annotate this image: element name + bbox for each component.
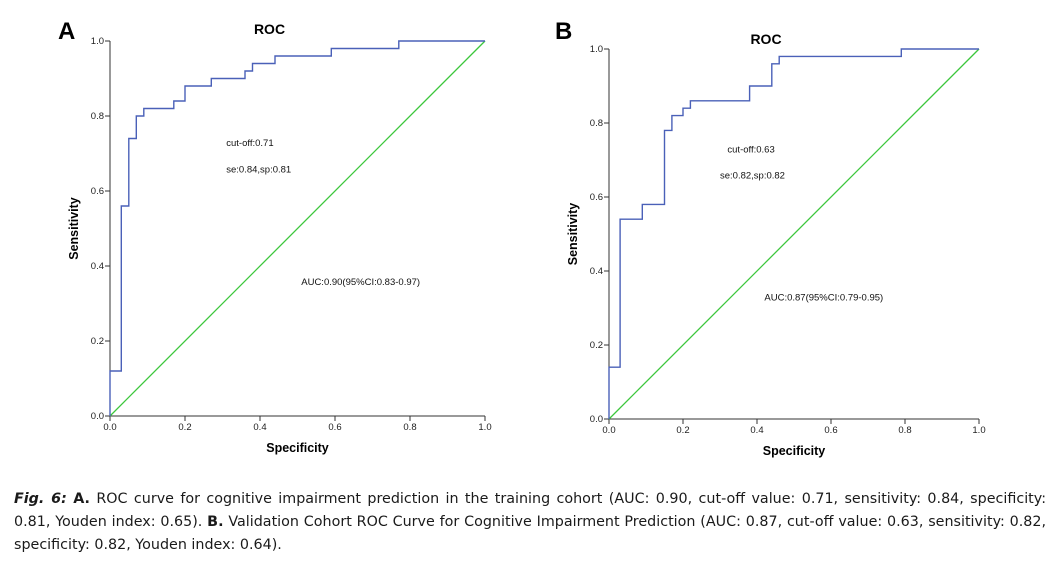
chart-a-x-tick-label: 0.8 [403, 422, 416, 433]
chart-b-roc-curve [608, 48, 979, 419]
chart-b-y-tick-label: 0.0 [590, 414, 603, 425]
chart-a-y-tick-label: 0.4 [91, 261, 104, 272]
chart-a-y-tick-label: 0.6 [91, 186, 104, 197]
chart-b-x-tick-label: 0.6 [824, 425, 837, 436]
chart-b-y-tick-label: 0.2 [590, 340, 603, 351]
chart-a-y-tick-label: 0.8 [91, 111, 104, 122]
caption-fig-label: Fig. 6: [14, 491, 67, 507]
chart-b-x-axis-label: Specificity [763, 444, 826, 458]
panel-letter-b: B [555, 18, 572, 45]
chart-a-roc-curve [109, 40, 485, 416]
chart-a-y-tick-label: 0.2 [91, 336, 104, 347]
chart-b-x-tick-label: 0.4 [750, 425, 763, 436]
chart-a-x-tick-label: 1.0 [478, 422, 491, 433]
chart-b-x-tick-label: 1.0 [972, 425, 985, 436]
chart-b-x-tick-label: 0.2 [676, 425, 689, 436]
chart-a-x-tick-label: 0.4 [253, 422, 266, 433]
chart-b-annotation-2: se:0.82,sp:0.82 [720, 171, 785, 182]
figure-caption: Fig. 6: A. ROC curve for cognitive impai… [14, 488, 1046, 557]
chart-a-x-axis-label: Specificity [266, 441, 329, 455]
chart-b-y-tick-label: 0.8 [590, 118, 603, 129]
chart-b-reference-line [608, 48, 980, 420]
chart-b-y-axis-label: Sensitivity [566, 203, 580, 266]
chart-b-annotation-1: cut-off:0.63 [727, 145, 774, 156]
caption-b-label: B. [207, 514, 224, 530]
panel-letter-a: A [58, 18, 75, 45]
chart-b-y-tick-label: 0.4 [590, 266, 603, 277]
chart-a-annotation-1: cut-off:0.71 [226, 138, 273, 149]
chart-a-annotation-3: AUC:0.90(95%CI:0.83-0.97) [301, 277, 420, 288]
chart-a-annotation-2: se:0.84,sp:0.81 [226, 164, 291, 175]
roc-chart-a: A ROC 0.0 0.2 0.4 0.6 0.8 1.0 0.0 0.2 0.4 0.6 0.8 1.… [58, 18, 492, 455]
chart-a-y-tick-label: 1.0 [91, 36, 104, 47]
chart-a-y-tick-label: 0.0 [91, 411, 104, 422]
chart-a-reference-line [109, 40, 486, 417]
chart-b-y-tick-label: 0.6 [590, 192, 603, 203]
chart-b-y-tick-label: 1.0 [590, 44, 603, 55]
chart-a-chart-title: ROC [254, 21, 285, 37]
chart-a-y-axis-label: Sensitivity [67, 197, 81, 260]
caption-a-label: A. [73, 491, 90, 507]
panel-a: A ROC 0.0 0.2 0.4 0.6 0.8 1.0 0.0 0.2 0.4 0.6 0.8 1.… [0, 0, 520, 470]
caption-b-text: Validation Cohort ROC Curve for Cognitiv… [14, 514, 1047, 553]
chart-a-x-tick-label: 0.0 [103, 422, 116, 433]
panel-b: B ROC 0.0 0.2 0.4 0.6 0.8 1.0 0.0 0.2 0.4 0.6 0.8 1.… [525, 0, 1055, 470]
roc-chart-b: B ROC 0.0 0.2 0.4 0.6 0.8 1.0 0.0 0.2 0.4 0.6 0.8 1.… [555, 18, 986, 458]
chart-a-x-tick-label: 0.6 [328, 422, 341, 433]
chart-b-x-tick-label: 0.0 [602, 425, 615, 436]
chart-b-chart-title: ROC [750, 31, 781, 47]
chart-a-x-tick-label: 0.2 [178, 422, 191, 433]
chart-b-annotation-3: AUC:0.87(95%CI:0.79-0.95) [764, 293, 883, 304]
chart-b-x-tick-label: 0.8 [898, 425, 911, 436]
caption-a-text: ROC curve for cognitive impairment predi… [14, 491, 1047, 530]
